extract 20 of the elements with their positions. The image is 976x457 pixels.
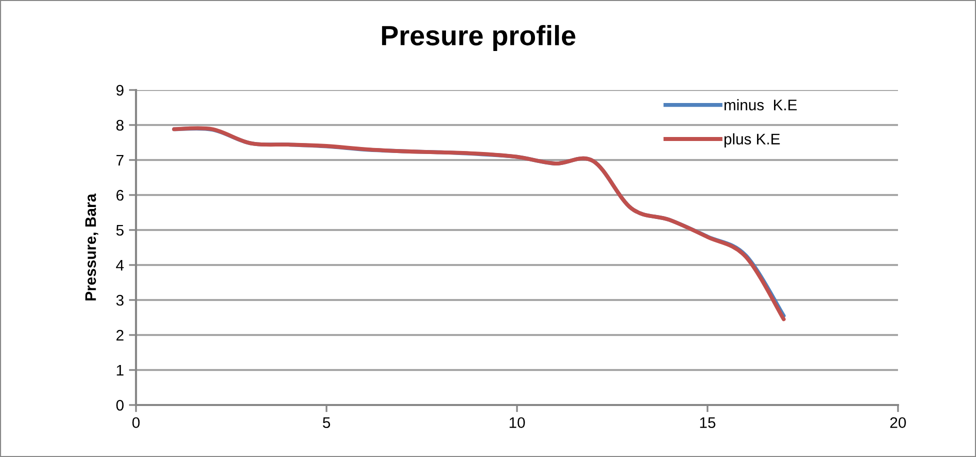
y-tick-label: 5 xyxy=(116,225,124,236)
y-tick-label: 3 xyxy=(116,294,124,306)
legend-label: plus K.E xyxy=(724,133,780,148)
x-tick-label: 5 xyxy=(322,417,330,428)
line-series xyxy=(172,126,786,322)
y-tick-label: 9 xyxy=(116,84,124,96)
x-tick-label: 20 xyxy=(890,417,906,428)
y-axis-title: Pressure, Bara xyxy=(85,193,98,300)
x-tick-label: 10 xyxy=(510,417,525,428)
x-tick-label: 0 xyxy=(132,417,140,428)
y-tick-label: 0 xyxy=(116,400,124,411)
y-tick-label: 7 xyxy=(116,155,124,166)
y-tick-label: 8 xyxy=(116,120,124,131)
y-tick-label: 4 xyxy=(116,260,124,271)
chart-title: Presure profile xyxy=(382,25,576,51)
x-tick-label: 15 xyxy=(700,417,716,428)
y-tick-label: 6 xyxy=(116,190,124,201)
legend-label: minus K.E xyxy=(724,99,797,110)
y-tick-label: 2 xyxy=(116,330,124,341)
y-tick-label: 1 xyxy=(116,365,124,376)
